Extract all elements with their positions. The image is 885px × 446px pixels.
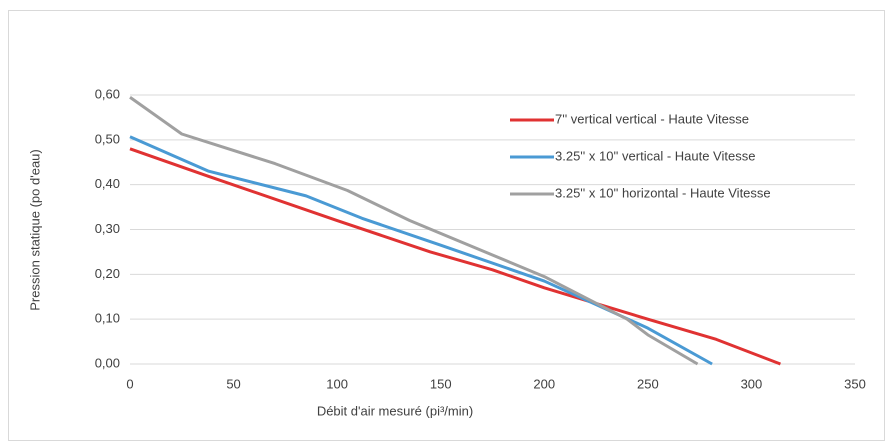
y-tick-label: 0,10 <box>95 311 120 326</box>
legend-label: 7'' vertical vertical - Haute Vitesse <box>555 111 749 126</box>
x-tick-label: 0 <box>126 376 133 391</box>
y-tick-label: 0,00 <box>95 355 120 370</box>
line-series <box>129 96 699 366</box>
y-tick-label: 0,20 <box>95 266 120 281</box>
y-tick-label: 0,40 <box>95 176 120 191</box>
chart-frame <box>8 10 885 441</box>
x-tick-label: 150 <box>430 376 452 391</box>
x-tick-label: 250 <box>637 376 659 391</box>
x-tick-label: 100 <box>326 376 348 391</box>
x-axis-title: Débit d'air mesuré (pi³/min) <box>317 403 473 418</box>
x-tick-label: 350 <box>844 376 866 391</box>
y-tick-label: 0,50 <box>95 131 120 146</box>
line-series <box>129 147 781 366</box>
legend-label: 3.25'' x 10'' vertical - Haute Vitesse <box>555 148 755 163</box>
x-tick-label: 50 <box>226 376 240 391</box>
x-tick-label: 300 <box>741 376 763 391</box>
legend-label: 3.25'' x 10'' horizontal - Haute Vitesse <box>555 185 771 200</box>
y-axis-title: Pression statique (po d'eau) <box>27 149 42 310</box>
y-tick-label: 0,30 <box>95 221 120 236</box>
x-tick-label: 200 <box>533 376 555 391</box>
y-tick-label: 0,60 <box>95 86 120 101</box>
